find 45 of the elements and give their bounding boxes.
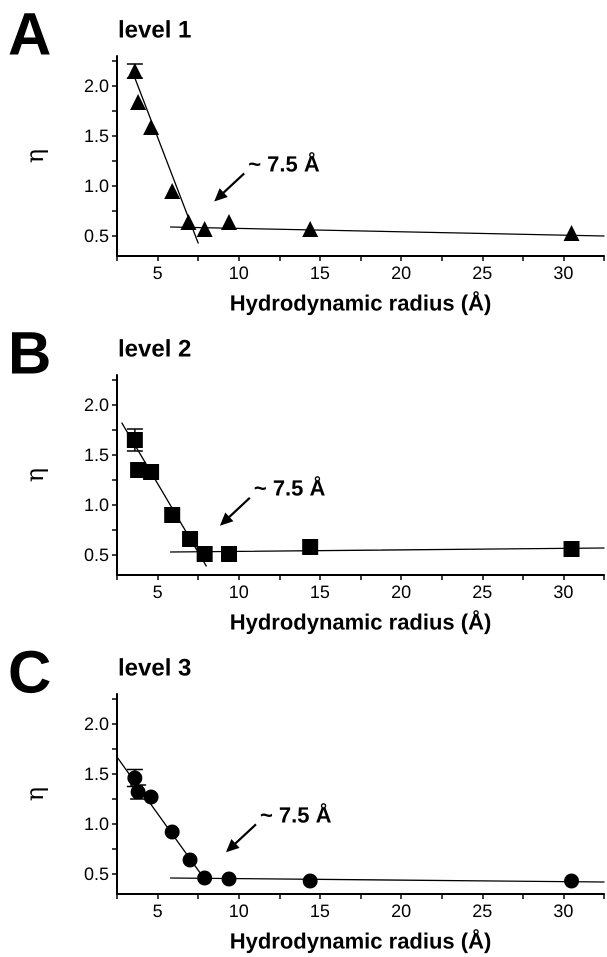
text: B: [8, 320, 52, 386]
x-axis-title: Hydrodynamic radius (Å): [230, 928, 492, 954]
text: C: [8, 638, 52, 706]
y-tick-label: 1.0: [84, 495, 109, 515]
y-tick-label: 1.5: [84, 764, 109, 784]
x-tick-label: 10: [228, 582, 249, 602]
y-tick-label: 0.5: [84, 864, 109, 884]
annotation: ~ 7.5 Å: [260, 802, 332, 828]
x-tick-label: 10: [228, 901, 249, 921]
x-tick-label: 20: [391, 901, 412, 921]
x-axis-title: Hydrodynamic radius (Å): [230, 610, 492, 634]
x-tick-label: 20: [391, 582, 412, 602]
y-tick-label: 1.0: [84, 814, 109, 834]
x-tick-label: 30: [553, 582, 574, 602]
x-tick-label: 25: [472, 582, 492, 602]
annotation: ~ 7.5 Å: [254, 476, 326, 501]
text: A: [8, 0, 52, 68]
y-tick-label: 2.0: [84, 714, 109, 734]
x-tick-label: 5: [152, 582, 163, 602]
y-tick-label: 1.0: [84, 176, 109, 196]
chart-title: level 1: [118, 16, 192, 44]
x-axis-title: Hydrodynamic radius (Å): [230, 290, 492, 316]
y-tick-label: 0.5: [84, 226, 109, 246]
chart-title: level 2: [118, 336, 192, 362]
x-tick-label: 15: [310, 901, 330, 921]
y-axis-title: η: [21, 468, 49, 482]
x-tick-label: 5: [152, 901, 163, 921]
x-tick-label: 5: [152, 263, 163, 283]
x-tick-label: 25: [472, 263, 492, 283]
x-tick-label: 30: [553, 263, 574, 283]
y-tick-label: 2.0: [84, 76, 109, 96]
y-tick-label: 0.5: [84, 545, 109, 565]
y-tick-label: 2.0: [84, 395, 109, 415]
x-tick-label: 10: [228, 263, 249, 283]
x-tick-label: 20: [391, 263, 412, 283]
x-tick-label: 15: [310, 263, 330, 283]
chart-title: level 3: [118, 654, 192, 682]
y-axis-title: η: [21, 786, 49, 802]
y-tick-label: 1.5: [84, 126, 109, 146]
x-tick-label: 30: [553, 901, 574, 921]
y-tick-label: 1.5: [84, 445, 109, 465]
x-tick-label: 25: [472, 901, 492, 921]
annotation: ~ 7.5 Å: [248, 151, 320, 176]
y-axis-title: η: [21, 148, 49, 164]
x-tick-label: 15: [310, 582, 330, 602]
